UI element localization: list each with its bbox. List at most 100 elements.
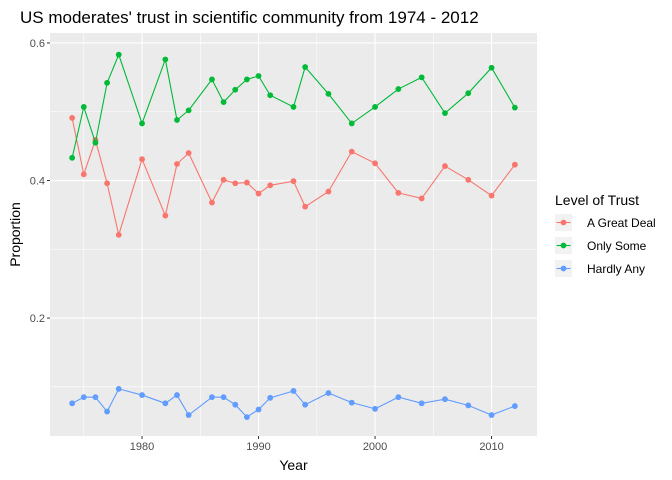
- data-point-hardly-any: [174, 392, 180, 398]
- data-point-a-great-deal: [267, 182, 274, 189]
- data-point-hardly-any: [69, 400, 76, 407]
- data-point-hardly-any: [465, 402, 472, 409]
- data-point-a-great-deal: [325, 188, 332, 195]
- data-point-a-great-deal: [162, 212, 169, 219]
- data-point-hardly-any: [267, 394, 274, 401]
- data-point-hardly-any: [92, 394, 99, 401]
- series-line-only-some: [71, 53, 516, 158]
- series-a-great-deal: [69, 115, 518, 238]
- data-point-hardly-any: [511, 403, 518, 409]
- legend-item-a-great-deal: A Great Deal: [555, 214, 656, 231]
- data-point-a-great-deal: [442, 163, 448, 169]
- data-point-a-great-deal: [69, 115, 76, 121]
- data-point-a-great-deal: [372, 160, 378, 167]
- legend-label-only-some: Only Some: [587, 239, 647, 253]
- x-tick-label: 2000: [363, 441, 387, 453]
- data-point-only-some: [395, 86, 402, 92]
- data-point-a-great-deal: [174, 161, 180, 167]
- data-point-a-great-deal: [139, 156, 145, 163]
- data-point-only-some: [488, 64, 495, 71]
- series-layer: [69, 51, 518, 420]
- data-point-hardly-any: [395, 394, 402, 401]
- data-point-a-great-deal: [220, 176, 227, 183]
- data-point-only-some: [139, 120, 145, 127]
- series-only-some: [69, 51, 518, 161]
- data-point-only-some: [348, 120, 355, 127]
- series-hardly-any: [69, 385, 518, 420]
- data-point-hardly-any: [302, 401, 309, 408]
- data-point-only-some: [185, 107, 192, 114]
- data-point-only-some: [442, 110, 448, 117]
- data-point-hardly-any: [115, 385, 122, 392]
- data-point-hardly-any: [209, 394, 215, 401]
- data-point-a-great-deal: [104, 180, 110, 187]
- data-point-hardly-any: [255, 406, 262, 413]
- legend-label-a-great-deal: A Great Deal: [587, 216, 656, 230]
- legend-label-hardly-any: Hardly Any: [587, 262, 645, 276]
- data-point-only-some: [104, 79, 110, 86]
- plot-panel: [50, 33, 537, 436]
- data-point-a-great-deal: [80, 171, 87, 178]
- data-point-only-some: [302, 64, 309, 70]
- data-point-a-great-deal: [290, 178, 297, 185]
- data-point-only-some: [372, 104, 378, 110]
- data-point-a-great-deal: [243, 179, 250, 186]
- data-point-a-great-deal: [511, 161, 518, 168]
- data-point-a-great-deal: [418, 195, 425, 202]
- data-point-hardly-any: [372, 405, 378, 412]
- chart-title: US moderates' trust in scientific commun…: [20, 8, 479, 27]
- data-point-hardly-any: [162, 400, 169, 407]
- legend-key-point: [560, 242, 567, 249]
- data-point-only-some: [92, 139, 99, 146]
- data-point-hardly-any: [325, 390, 332, 396]
- data-point-only-some: [220, 99, 227, 106]
- data-point-only-some: [418, 74, 425, 81]
- y-tick-label: 0.2: [30, 313, 45, 325]
- x-tick-label: 1980: [130, 441, 154, 453]
- data-point-hardly-any: [220, 394, 227, 401]
- legend-item-only-some: Only Some: [555, 237, 647, 254]
- data-point-hardly-any: [185, 412, 192, 418]
- y-tick-label: 0.6: [30, 38, 45, 50]
- legend-key-point: [560, 219, 567, 226]
- data-point-only-some: [162, 56, 169, 63]
- data-point-hardly-any: [139, 392, 145, 398]
- x-tick-label: 2010: [479, 441, 503, 453]
- data-point-hardly-any: [104, 408, 110, 415]
- data-point-hardly-any: [80, 394, 87, 401]
- data-point-only-some: [290, 104, 297, 110]
- axis-ticks: 1980 1990 2000 2010 0.2 0.4 0.6: [30, 38, 504, 453]
- series-line-hardly-any: [71, 388, 516, 418]
- data-point-hardly-any: [348, 399, 355, 406]
- data-point-only-some: [255, 73, 262, 79]
- data-point-only-some: [209, 76, 215, 83]
- data-point-only-some: [174, 117, 180, 123]
- data-point-hardly-any: [243, 414, 250, 420]
- x-tick-label: 1990: [246, 441, 270, 453]
- data-point-only-some: [267, 92, 274, 99]
- data-point-only-some: [465, 90, 472, 97]
- y-tick-label: 0.4: [30, 176, 45, 188]
- minor-gridlines: [50, 33, 537, 436]
- data-point-a-great-deal: [115, 231, 122, 238]
- y-axis-label: Proportion: [7, 202, 23, 267]
- data-point-only-some: [232, 86, 239, 93]
- data-point-only-some: [511, 104, 518, 111]
- data-point-a-great-deal: [488, 192, 495, 199]
- data-point-a-great-deal: [465, 176, 472, 183]
- legend: Level of Trust A Great Deal Only Some Hard…: [555, 192, 656, 277]
- legend-item-hardly-any: Hardly Any: [555, 260, 645, 277]
- data-point-only-some: [80, 104, 87, 110]
- data-point-only-some: [325, 90, 332, 97]
- data-point-a-great-deal: [185, 150, 192, 156]
- data-point-a-great-deal: [302, 203, 309, 210]
- legend-title: Level of Trust: [555, 192, 639, 208]
- data-point-hardly-any: [418, 400, 425, 407]
- data-point-a-great-deal: [348, 148, 355, 155]
- data-point-only-some: [243, 76, 250, 83]
- data-point-hardly-any: [290, 388, 297, 394]
- data-point-a-great-deal: [232, 180, 239, 187]
- series-line-a-great-deal: [71, 117, 516, 237]
